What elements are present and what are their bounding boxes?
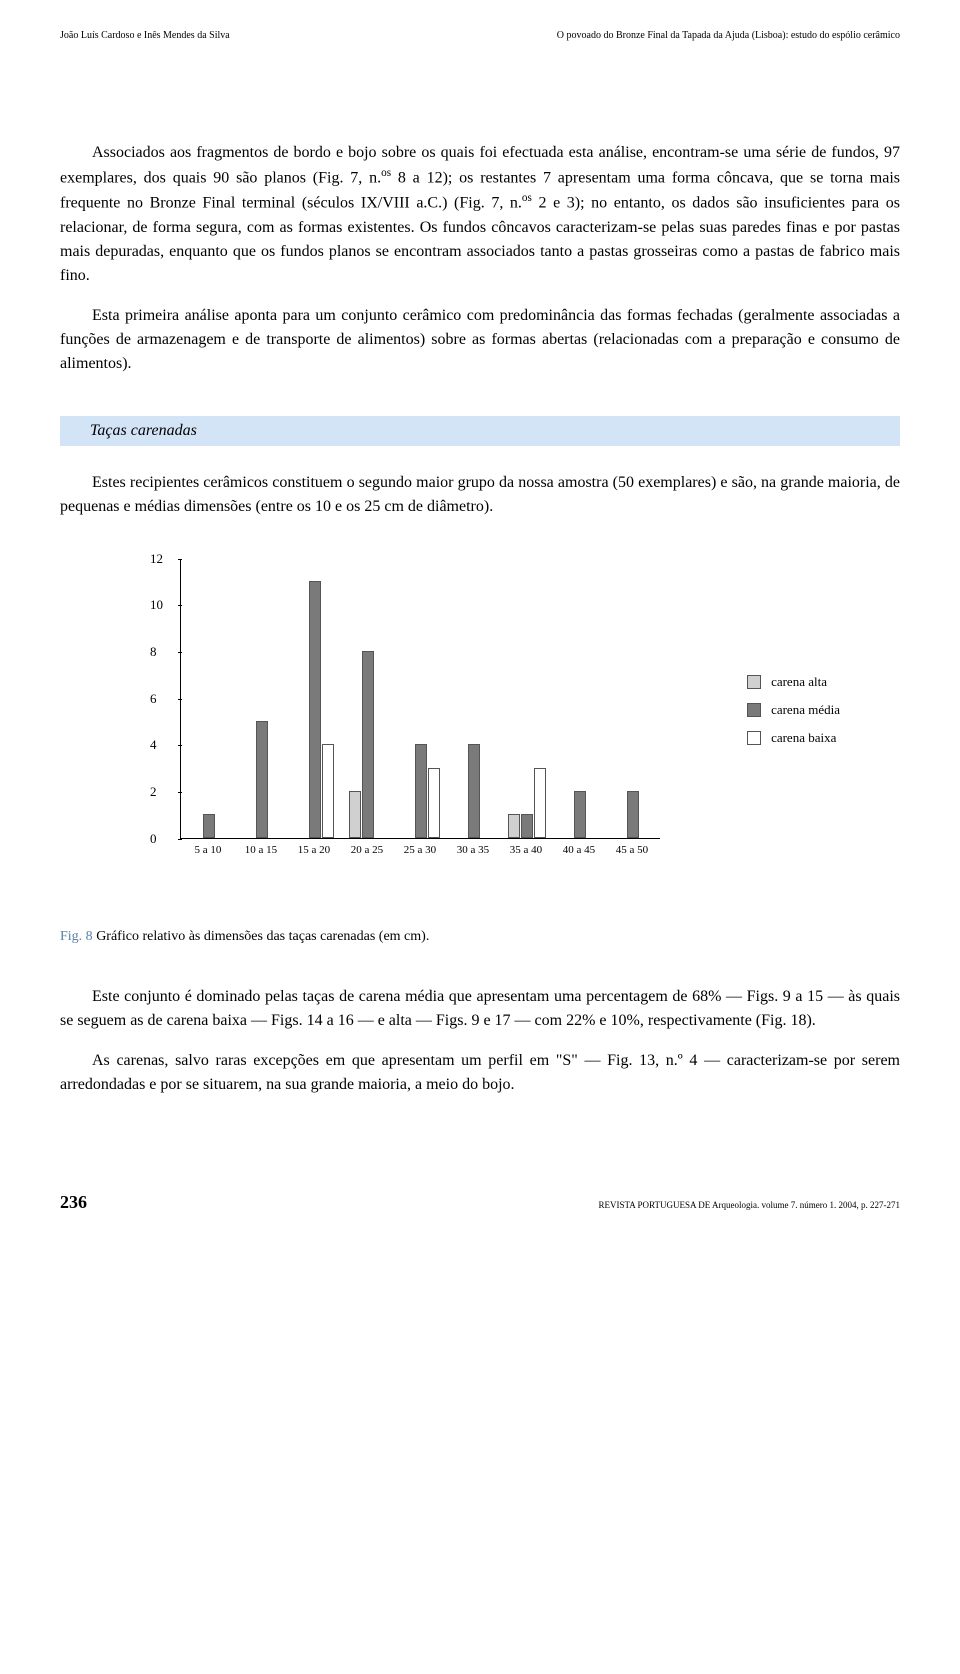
y-tick-label: 8 <box>150 644 157 660</box>
bar <box>627 791 639 838</box>
legend-item: carena alta <box>747 674 840 690</box>
bar <box>256 721 268 838</box>
bar <box>309 581 321 838</box>
y-tick-label: 2 <box>150 784 157 800</box>
bar-group <box>189 814 228 837</box>
bar <box>508 814 520 837</box>
sup-os-2: os <box>522 192 532 204</box>
legend-item: carena baixa <box>747 730 840 746</box>
legend-item: carena média <box>747 702 840 718</box>
figure-caption-text: Gráfico relativo às dimensões das taças … <box>93 929 430 944</box>
paragraph-5: As carenas, salvo raras excepções em que… <box>60 1049 900 1097</box>
bar <box>521 814 533 837</box>
x-tick-label: 40 a 45 <box>563 844 595 856</box>
bar <box>468 744 480 837</box>
footer-journal: REVISTA PORTUGUESA DE Arqueologia. volum… <box>598 1200 900 1210</box>
page-footer: 236 REVISTA PORTUGUESA DE Arqueologia. v… <box>60 1192 900 1213</box>
bar <box>415 744 427 837</box>
bar <box>534 768 546 838</box>
bar-group <box>560 791 599 838</box>
bar-group <box>242 721 281 838</box>
y-tick-label: 12 <box>150 551 163 567</box>
chart-plot-area <box>180 559 660 839</box>
section-heading: Taças carenadas <box>60 416 900 446</box>
x-tick-label: 25 a 30 <box>404 844 436 856</box>
y-tick-label: 4 <box>150 737 157 753</box>
legend-label: carena baixa <box>771 730 836 746</box>
footer-journal-name: Arqueologia <box>712 1200 757 1210</box>
paragraph-4: Este conjunto é dominado pelas taças de … <box>60 985 900 1033</box>
y-tick-label: 0 <box>150 831 157 847</box>
bar-group <box>454 744 493 837</box>
bar-chart: 024681012 5 a 1010 a 1515 a 2020 a 2525 … <box>140 559 840 909</box>
bar-group <box>295 581 334 838</box>
paragraph-1: Associados aos fragmentos de bordo e boj… <box>60 141 900 288</box>
running-header: João Luís Cardoso e Inês Mendes da Silva… <box>60 30 900 41</box>
bar <box>574 791 586 838</box>
paragraph-2: Esta primeira análise aponta para um con… <box>60 304 900 376</box>
bar <box>362 651 374 838</box>
legend-swatch <box>747 675 761 689</box>
x-tick-label: 45 a 50 <box>616 844 648 856</box>
bar-group <box>348 651 387 838</box>
chart-legend: carena alta carena média carena baixa <box>747 674 840 758</box>
x-tick-label: 35 a 40 <box>510 844 542 856</box>
x-tick-label: 5 a 10 <box>195 844 222 856</box>
page-number: 236 <box>60 1192 87 1213</box>
x-tick-label: 10 a 15 <box>245 844 277 856</box>
y-tick-label: 10 <box>150 597 163 613</box>
footer-part1: REVISTA PORTUGUESA DE <box>598 1200 712 1210</box>
bar <box>428 768 440 838</box>
legend-label: carena média <box>771 702 840 718</box>
bar <box>322 744 334 837</box>
legend-swatch <box>747 731 761 745</box>
x-tick-label: 20 a 25 <box>351 844 383 856</box>
x-tick-label: 15 a 20 <box>298 844 330 856</box>
bar-group <box>507 768 546 838</box>
header-title: O povoado do Bronze Final da Tapada da A… <box>557 30 900 41</box>
footer-part3: . volume 7. número 1. 2004, p. 227-271 <box>757 1200 900 1210</box>
figure-caption: Fig. 8 Gráfico relativo às dimensões das… <box>60 929 900 945</box>
paragraph-3: Estes recipientes cerâmicos constituem o… <box>60 471 900 519</box>
legend-swatch <box>747 703 761 717</box>
legend-label: carena alta <box>771 674 827 690</box>
bar-group <box>613 791 652 838</box>
sup-os-1: os <box>381 167 391 179</box>
y-tick-label: 6 <box>150 691 157 707</box>
header-authors: João Luís Cardoso e Inês Mendes da Silva <box>60 30 230 41</box>
x-tick-label: 30 a 35 <box>457 844 489 856</box>
bar-group <box>401 744 440 837</box>
bar <box>349 791 361 838</box>
bar <box>203 814 215 837</box>
figure-label: Fig. 8 <box>60 929 93 944</box>
